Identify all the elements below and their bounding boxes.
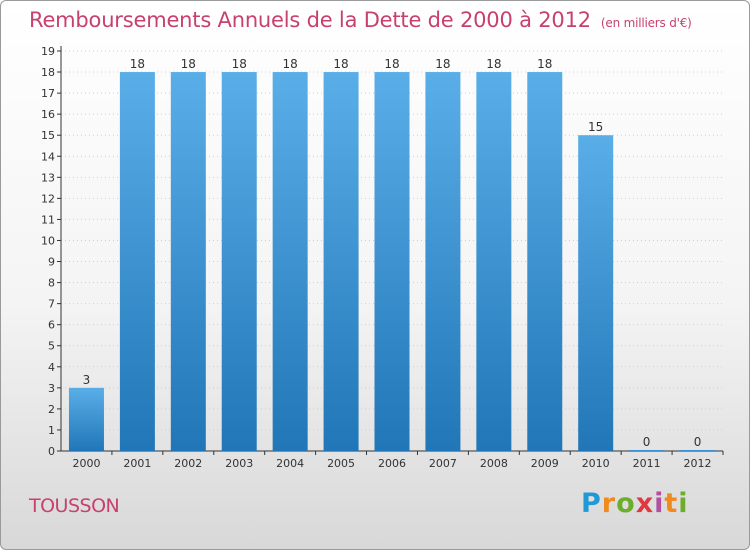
- y-tick-label: 15: [41, 129, 55, 142]
- y-tick-label: 5: [48, 340, 55, 353]
- y-tick-label: 4: [48, 361, 55, 374]
- x-tick-label-2005: 2005: [327, 457, 355, 470]
- bar-2004: [272, 72, 308, 451]
- bar-2000: [68, 387, 104, 451]
- x-tick-label-2000: 2000: [72, 457, 100, 470]
- bar-2008: [476, 72, 512, 451]
- data-label-2008: 18: [486, 57, 501, 71]
- x-tick-label-2009: 2009: [531, 457, 559, 470]
- y-tick-label: 16: [41, 108, 55, 121]
- data-label-2004: 18: [283, 57, 298, 71]
- data-label-2003: 18: [232, 57, 247, 71]
- x-tick-label-2008: 2008: [480, 457, 508, 470]
- data-label-2007: 18: [435, 57, 450, 71]
- chart-title: Remboursements Annuels de la Dette de 20…: [29, 8, 692, 32]
- y-tick-label: 13: [41, 171, 55, 184]
- y-tick-label: 1: [48, 424, 55, 437]
- proxiti-logo: Proxiti: [581, 488, 689, 519]
- bar-2001: [119, 72, 155, 451]
- bar-2006: [374, 72, 410, 451]
- x-tick-label-2004: 2004: [276, 457, 304, 470]
- bar-2012: [680, 450, 716, 451]
- y-tick-label: 18: [41, 66, 55, 79]
- data-label-2002: 18: [181, 57, 196, 71]
- y-tick-label: 2: [48, 403, 55, 416]
- y-tick-label: 3: [48, 382, 55, 395]
- bar-2005: [323, 72, 359, 451]
- x-tick-label-2012: 2012: [684, 457, 712, 470]
- x-tick-label-2011: 2011: [633, 457, 661, 470]
- chart-title-text: Remboursements Annuels de la Dette de 20…: [29, 8, 591, 32]
- y-tick-label: 8: [48, 277, 55, 290]
- x-tick-label-2001: 2001: [123, 457, 151, 470]
- commune-name: TOUSSON: [29, 495, 120, 517]
- x-tick-label-2010: 2010: [582, 457, 610, 470]
- x-tick-label-2007: 2007: [429, 457, 457, 470]
- x-tick-label-2003: 2003: [225, 457, 253, 470]
- bar-2003: [221, 72, 257, 451]
- data-label-2005: 18: [333, 57, 348, 71]
- y-tick-label: 12: [41, 192, 55, 205]
- data-label-2012: 0: [694, 435, 702, 449]
- y-tick-label: 6: [48, 319, 55, 332]
- y-tick-label: 10: [41, 234, 55, 247]
- bar-2011: [629, 450, 665, 451]
- y-tick-label: 19: [41, 45, 55, 58]
- y-tick-label: 7: [48, 298, 55, 311]
- bar-2002: [170, 72, 206, 451]
- data-label-2006: 18: [384, 57, 399, 71]
- y-tick-label: 14: [41, 150, 55, 163]
- data-label-2000: 3: [83, 373, 91, 387]
- x-tick-label-2002: 2002: [174, 457, 202, 470]
- y-tick-label: 17: [41, 87, 55, 100]
- y-tick-label: 9: [48, 256, 55, 269]
- data-label-2001: 18: [130, 57, 145, 71]
- y-tick-label: 11: [41, 213, 55, 226]
- bar-2007: [425, 72, 461, 451]
- data-label-2010: 15: [588, 120, 603, 134]
- x-tick-label-2006: 2006: [378, 457, 406, 470]
- data-label-2011: 0: [643, 435, 651, 449]
- data-label-2009: 18: [537, 57, 552, 71]
- chart-unit: (en milliers d'€): [600, 16, 692, 30]
- bar-2010: [578, 135, 614, 452]
- y-tick-label: 0: [48, 445, 55, 458]
- bar-2009: [527, 72, 563, 451]
